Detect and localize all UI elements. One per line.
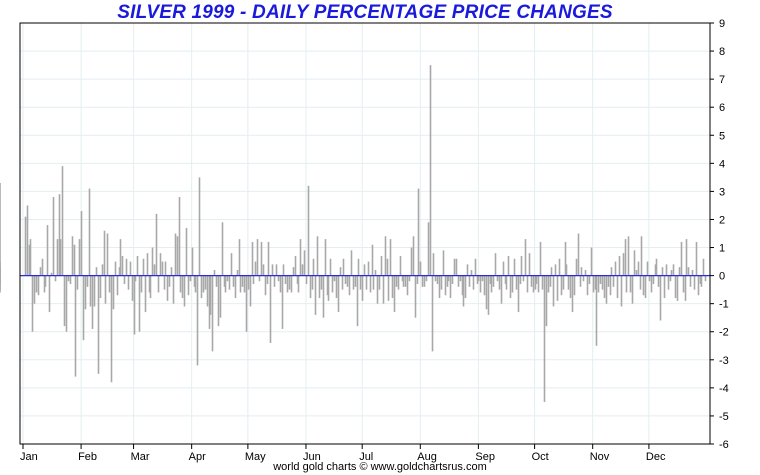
x-tick-label: Dec: [646, 451, 666, 463]
y-tick-label: 0: [719, 271, 725, 283]
x-tick-label: Nov: [590, 451, 610, 463]
x-tick-label: Feb: [78, 451, 97, 463]
x-tick-label: Jun: [303, 451, 321, 463]
y-tick-label: -5: [719, 411, 729, 423]
axes: 9 8 7 6 5 4 3 2 1 0 -1 -2 -3 -4 -5 -6 Jan Feb Mar Apr May Jun…: [19, 18, 729, 463]
y-tick-label: 4: [719, 158, 725, 170]
plot-frame: [19, 22, 711, 445]
chart-title: SILVER 1999 - DAILY PERCENTAGE PRICE CHA…: [117, 2, 613, 23]
x-tick-label: Oct: [532, 451, 549, 463]
y-tick-label: 2: [719, 214, 725, 226]
footer-credit: world gold charts © www.goldchartsrus.co…: [273, 461, 487, 473]
x-tick-label: Sep: [475, 451, 495, 463]
y-tick-label: -3: [719, 355, 729, 367]
y-tick-label: -4: [719, 383, 729, 395]
y-tick-label: 9: [719, 18, 725, 30]
y-tick-label: -6: [719, 439, 729, 451]
y-tick-label: 8: [719, 46, 725, 58]
gridlines: [20, 22, 710, 445]
x-tick-label: May: [245, 451, 266, 463]
y-tick-label: 6: [719, 102, 725, 114]
y-tick-label: -1: [719, 299, 729, 311]
bar-series: [0, 65, 707, 402]
y-tick-label: 1: [719, 243, 725, 255]
x-tick-label: Jul: [359, 451, 373, 463]
y-tick-label: 7: [719, 74, 725, 86]
y-tick-label: 5: [719, 130, 725, 142]
x-tick-label: Jan: [20, 451, 38, 463]
x-tick-label: Apr: [189, 451, 206, 463]
x-tick-label: Mar: [131, 451, 150, 463]
x-tick-label: Aug: [417, 451, 437, 463]
y-tick-label: -2: [719, 327, 729, 339]
y-tick-label: 3: [719, 186, 725, 198]
